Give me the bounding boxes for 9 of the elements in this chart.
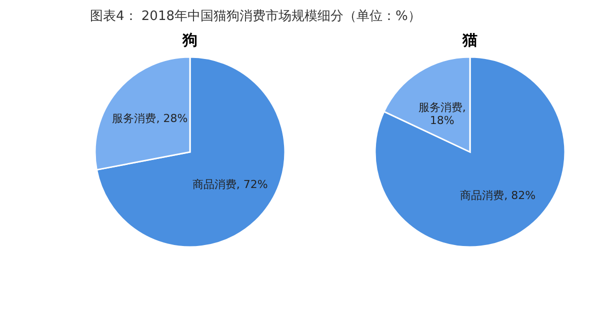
pie-slice	[96, 56, 286, 248]
text: 图表4： 2018年中国猫狗消费市场规模细分（单位：%）	[90, 9, 421, 24]
chart-title: 狗	[182, 31, 198, 49]
slice-label: 商品消费, 82%	[460, 188, 536, 202]
pie-slice	[374, 56, 566, 248]
slice-label: 商品消费, 72%	[192, 178, 268, 192]
slice-label: 服务消费, 28%	[112, 112, 188, 125]
chart-title: 猫	[462, 31, 478, 49]
slice-label: 服务消费, 18%	[418, 101, 466, 128]
